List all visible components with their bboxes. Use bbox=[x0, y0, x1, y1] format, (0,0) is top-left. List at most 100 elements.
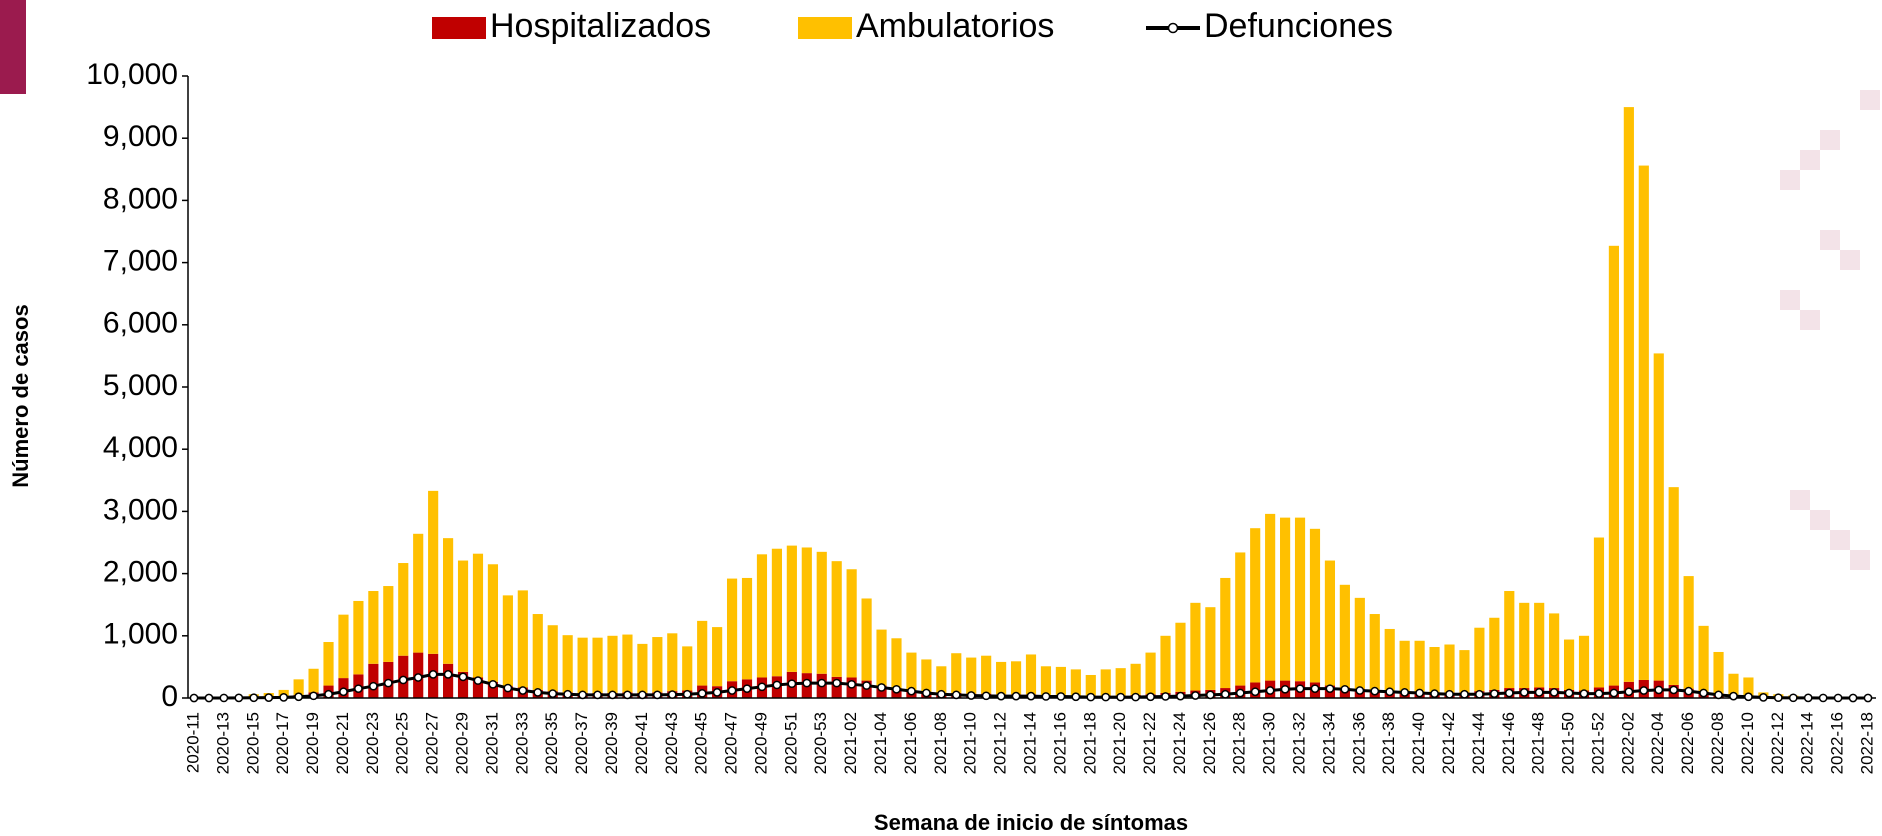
line-marker bbox=[1595, 690, 1602, 697]
line-marker bbox=[803, 679, 810, 686]
y-tick-label: 8,000 bbox=[103, 182, 178, 215]
line-marker bbox=[1700, 689, 1707, 696]
line-marker bbox=[459, 673, 466, 680]
line-marker bbox=[758, 683, 765, 690]
x-tick-label: 2021-06 bbox=[901, 712, 920, 774]
bar bbox=[353, 601, 363, 674]
bar bbox=[1549, 613, 1559, 688]
line-marker bbox=[1371, 688, 1378, 695]
bar bbox=[428, 491, 438, 654]
x-tick-label: 2022-16 bbox=[1828, 712, 1847, 774]
bar bbox=[548, 625, 558, 691]
line-marker bbox=[519, 687, 526, 694]
x-tick-label: 2020-19 bbox=[303, 712, 322, 774]
bar bbox=[1639, 166, 1649, 680]
x-tick-label: 2020-51 bbox=[781, 712, 800, 774]
bar bbox=[1504, 591, 1514, 688]
line-marker bbox=[1580, 690, 1587, 697]
x-tick-label: 2021-32 bbox=[1290, 712, 1309, 774]
y-tick-label: 5,000 bbox=[103, 369, 178, 402]
x-axis-title: Semana de inicio de síntomas bbox=[874, 810, 1188, 835]
x-tick-label: 2020-37 bbox=[572, 712, 591, 774]
bar bbox=[1205, 607, 1215, 690]
line-marker bbox=[430, 671, 437, 678]
bar bbox=[966, 658, 976, 694]
bar bbox=[323, 642, 333, 686]
bar bbox=[503, 595, 513, 686]
legend-label: Hospitalizados bbox=[490, 7, 711, 45]
line-marker bbox=[684, 691, 691, 698]
bar bbox=[667, 633, 677, 691]
line-marker bbox=[1760, 694, 1767, 701]
line-marker bbox=[1117, 693, 1124, 700]
bar bbox=[1385, 629, 1395, 691]
line-marker bbox=[400, 676, 407, 683]
bar bbox=[996, 662, 1006, 694]
line-marker bbox=[863, 682, 870, 689]
line-marker bbox=[893, 686, 900, 693]
line-marker bbox=[444, 671, 451, 678]
line-marker bbox=[1057, 693, 1064, 700]
legend-label: Defunciones bbox=[1204, 7, 1393, 45]
line-marker bbox=[609, 691, 616, 698]
bar bbox=[1564, 640, 1574, 690]
x-tick-label: 2020-29 bbox=[453, 712, 472, 774]
line-marker bbox=[1012, 693, 1019, 700]
bar bbox=[443, 538, 453, 664]
x-tick-label: 2020-47 bbox=[722, 712, 741, 774]
bar bbox=[308, 669, 318, 693]
line-marker bbox=[504, 684, 511, 691]
line-marker bbox=[280, 694, 287, 701]
line-marker bbox=[1386, 688, 1393, 695]
line-marker bbox=[534, 689, 541, 696]
line-marker bbox=[773, 681, 780, 688]
x-tick-label: 2021-24 bbox=[1170, 712, 1189, 774]
bar bbox=[1579, 636, 1589, 691]
line-marker bbox=[1491, 690, 1498, 697]
bar bbox=[906, 653, 916, 691]
line-marker bbox=[325, 691, 332, 698]
line-marker bbox=[1192, 692, 1199, 699]
bar bbox=[1699, 626, 1709, 692]
x-tick-label: 2022-12 bbox=[1768, 712, 1787, 774]
line-marker bbox=[938, 691, 945, 698]
x-tick-label: 2020-25 bbox=[393, 712, 412, 774]
bar bbox=[1101, 669, 1111, 695]
legend-label: Ambulatorios bbox=[856, 7, 1054, 45]
bar bbox=[607, 636, 617, 693]
line-marker bbox=[205, 694, 212, 701]
bar bbox=[712, 627, 722, 686]
line-marker bbox=[1476, 691, 1483, 698]
line-marker bbox=[833, 679, 840, 686]
line-marker bbox=[968, 692, 975, 699]
bar bbox=[1086, 675, 1096, 696]
line-marker bbox=[1072, 693, 1079, 700]
bar bbox=[368, 664, 378, 698]
bar bbox=[1131, 664, 1141, 695]
chart: Número de casos Semana de inicio de sínt… bbox=[0, 0, 1882, 836]
bar bbox=[578, 638, 588, 693]
line-marker bbox=[1222, 691, 1229, 698]
x-tick-label: 2021-30 bbox=[1260, 712, 1279, 774]
x-tick-label: 2021-22 bbox=[1140, 712, 1159, 774]
legend-swatch bbox=[1169, 24, 1178, 33]
x-tick-label: 2022-14 bbox=[1798, 712, 1817, 774]
y-tick-label: 2,000 bbox=[103, 556, 178, 589]
line-marker bbox=[355, 685, 362, 692]
line-marker bbox=[639, 691, 646, 698]
x-tick-label: 2021-28 bbox=[1230, 712, 1249, 774]
line-marker bbox=[1625, 688, 1632, 695]
line-marker bbox=[579, 691, 586, 698]
bar bbox=[1175, 623, 1185, 692]
line-marker bbox=[908, 688, 915, 695]
line-marker bbox=[1237, 689, 1244, 696]
bar bbox=[1609, 246, 1619, 686]
x-tick-label: 2020-41 bbox=[632, 712, 651, 774]
line-marker bbox=[624, 691, 631, 698]
x-tick-label: 2020-31 bbox=[482, 712, 501, 774]
line-marker bbox=[594, 691, 601, 698]
line-marker bbox=[1027, 693, 1034, 700]
line-marker bbox=[728, 687, 735, 694]
bar bbox=[1250, 528, 1260, 682]
bar bbox=[1071, 669, 1081, 695]
